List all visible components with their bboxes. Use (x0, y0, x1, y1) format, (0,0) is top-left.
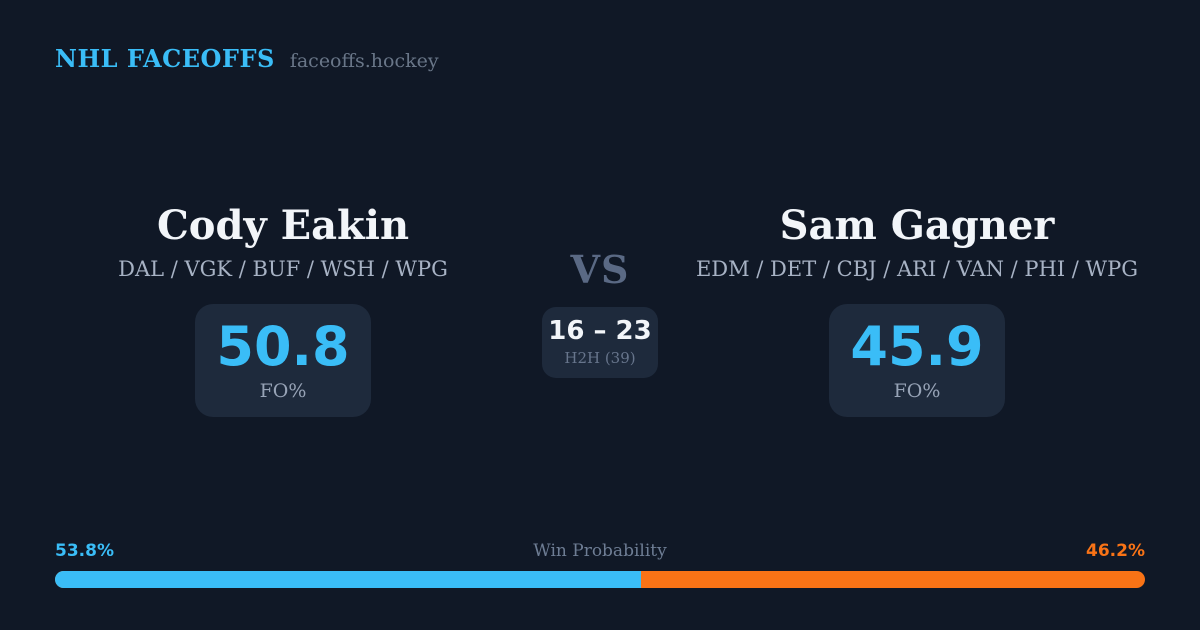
win-probability-right-pct: 46.2% (1086, 541, 1145, 561)
vs-label: VS (570, 247, 630, 292)
player-left-stat-card: 50.8 FO% (195, 304, 371, 418)
player-card-right: Sam Gagner EDM / DET / CBJ / ARI / VAN /… (687, 202, 1147, 418)
player-right-stat-card: 45.9 FO% (829, 304, 1005, 418)
header: NHL FACEOFFS faceoffs.hockey (55, 44, 439, 73)
win-probability-labels: 53.8% Win Probability 46.2% (55, 541, 1145, 562)
h2h-card: 16 – 23 H2H (39) (542, 306, 658, 378)
h2h-score: 16 – 23 (548, 316, 652, 347)
player-left-stat-label: FO% (259, 380, 307, 403)
win-probability-section: 53.8% Win Probability 46.2% (55, 541, 1145, 588)
player-right-name: Sam Gagner (779, 202, 1055, 249)
win-probability-bar-blue-segment (55, 571, 642, 588)
player-card-left: Cody Eakin DAL / VGK / BUF / WSH / WPG 5… (53, 202, 513, 418)
matchup-center: VS 16 – 23 H2H (39) (542, 247, 658, 378)
player-left-faceoff-pct: 50.8 (216, 315, 350, 379)
player-right-faceoff-pct: 45.9 (850, 315, 984, 379)
brand-title: NHL FACEOFFS (55, 44, 275, 73)
player-left-name: Cody Eakin (156, 202, 410, 249)
player-right-stat-label: FO% (893, 380, 941, 403)
player-right-teams: EDM / DET / CBJ / ARI / VAN / PHI / WPG (695, 256, 1139, 281)
win-probability-left-pct: 53.8% (55, 541, 114, 561)
player-left-teams: DAL / VGK / BUF / WSH / WPG (118, 256, 448, 281)
win-probability-title: Win Probability (533, 541, 667, 561)
win-probability-bar (55, 571, 1145, 588)
brand-domain: faceoffs.hockey (289, 50, 439, 72)
h2h-label: H2H (39) (564, 349, 636, 368)
